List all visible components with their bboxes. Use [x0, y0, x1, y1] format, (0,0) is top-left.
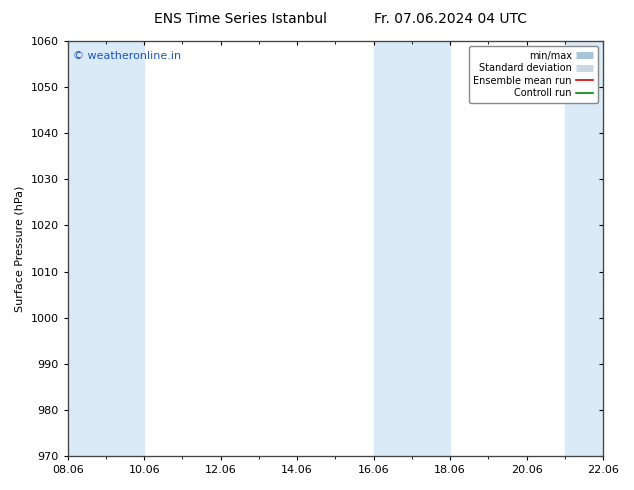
- Text: Fr. 07.06.2024 04 UTC: Fr. 07.06.2024 04 UTC: [373, 12, 527, 26]
- Text: ENS Time Series Istanbul: ENS Time Series Istanbul: [155, 12, 327, 26]
- Y-axis label: Surface Pressure (hPa): Surface Pressure (hPa): [15, 185, 25, 312]
- Text: © weatheronline.in: © weatheronline.in: [73, 51, 181, 61]
- Bar: [565, 41, 603, 456]
- Bar: [373, 41, 450, 456]
- Bar: [68, 41, 144, 456]
- Legend: min/max, Standard deviation, Ensemble mean run, Controll run: min/max, Standard deviation, Ensemble me…: [469, 46, 598, 103]
